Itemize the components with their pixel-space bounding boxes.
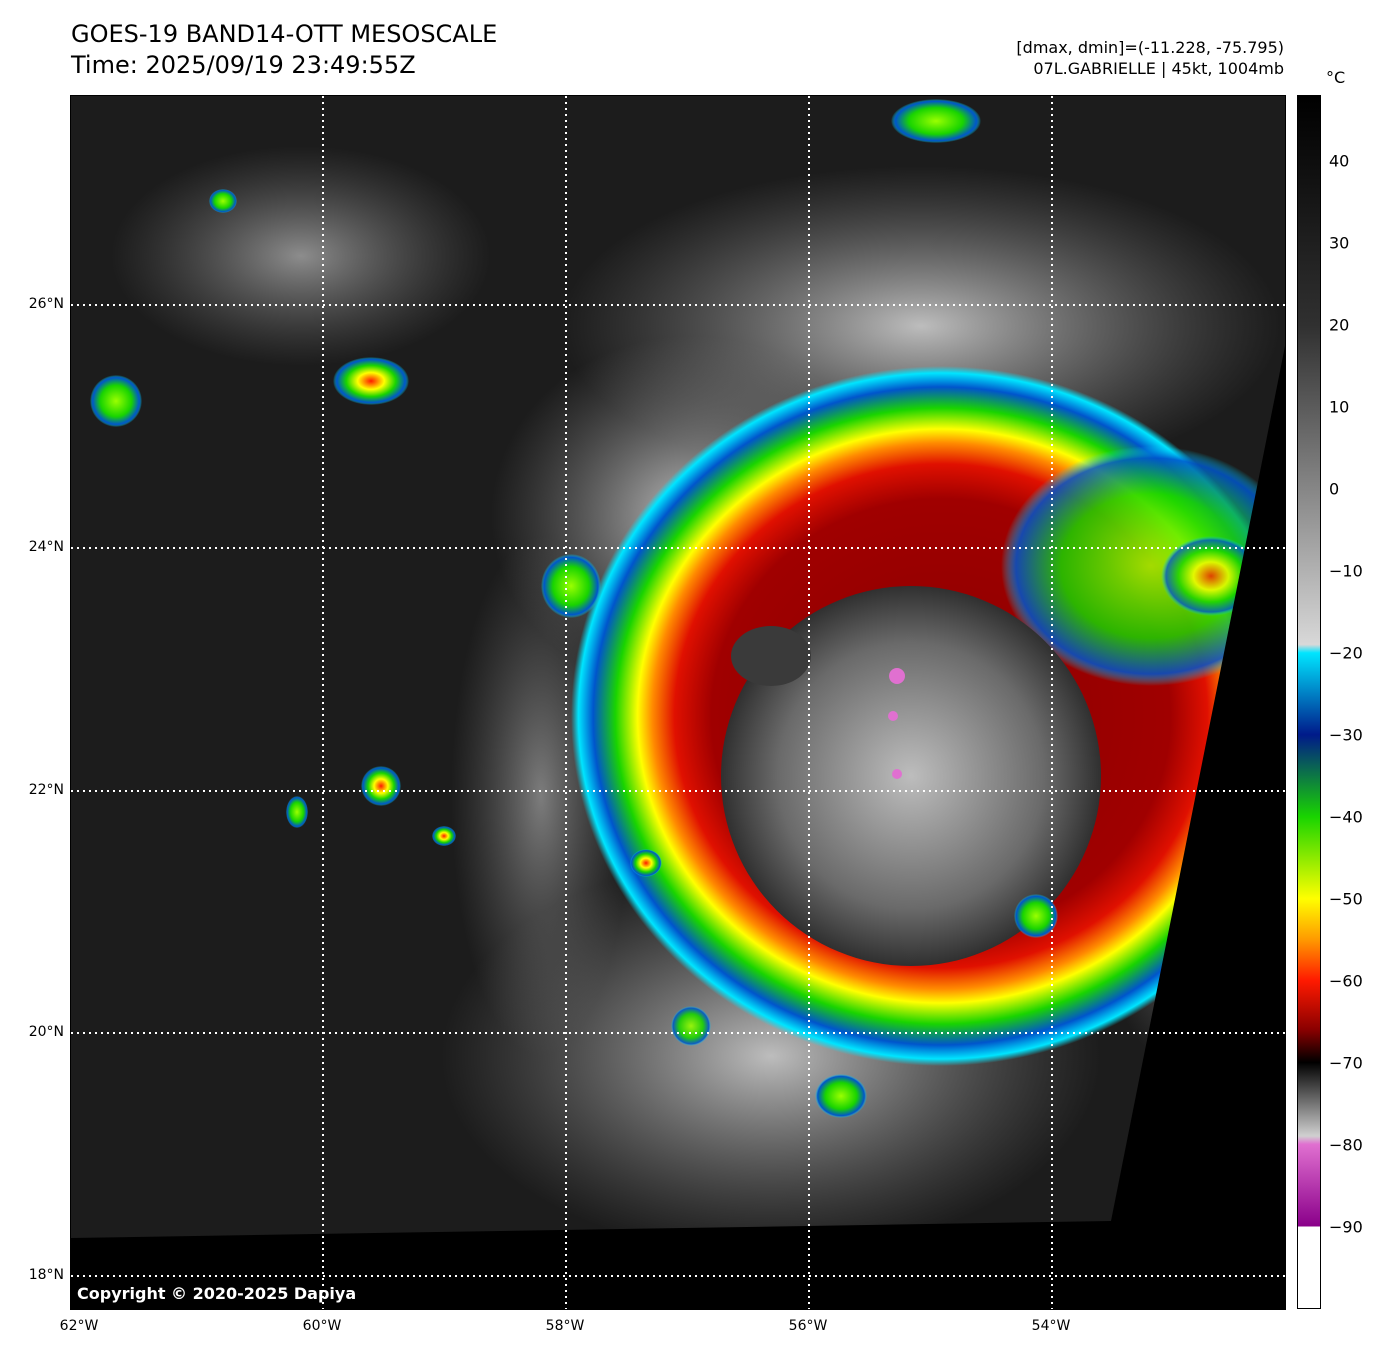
colorbar-tick-label: −10 (1329, 561, 1363, 581)
colorbar-unit: °C (1326, 68, 1346, 87)
lat-label-22n: 22°N (28, 782, 64, 798)
lat-label-18n: 18°N (28, 1267, 64, 1283)
colorbar-tick-label: 30 (1329, 233, 1350, 253)
convective-cells (90, 99, 1261, 1118)
colorbar-tick-label: −80 (1329, 1135, 1363, 1155)
colorbar-tick-label: 40 (1329, 151, 1350, 171)
lon-label-58w: 58°W (545, 1318, 585, 1334)
map-title: GOES-19 BAND14-OTT MESOSCALE (71, 20, 498, 48)
lon-label-60w: 60°W (302, 1318, 342, 1334)
colorbar-tick-label: −30 (1329, 725, 1363, 745)
lon-label-62w: 62°W (59, 1318, 99, 1334)
colorbar-tick-label: −40 (1329, 807, 1363, 827)
lat-label-26n: 26°N (28, 296, 64, 312)
no-data-region-south (71, 1221, 1111, 1309)
colorbar-tick-label: 20 (1329, 315, 1350, 335)
copyright-text: Copyright © 2020-2025 Dapiya (77, 1284, 357, 1303)
no-data-region-east (1111, 346, 1285, 1309)
lat-label-24n: 24°N (28, 539, 64, 555)
ir-imagery (71, 96, 1285, 1309)
storm-info-text: 07L.GABRIELLE | 45kt, 1004mb (1033, 59, 1284, 78)
satellite-image (70, 95, 1286, 1310)
overshooting-top (889, 668, 905, 684)
lon-label-56w: 56°W (788, 1318, 828, 1334)
colorbar-tick-label: −60 (1329, 971, 1363, 991)
colorbar-tick-label: −90 (1329, 1217, 1363, 1237)
temperature-range-text: [dmax, dmin]=(-11.228, -75.795) (1016, 38, 1284, 57)
colorbar-tick-label: 0 (1329, 479, 1340, 499)
lat-label-20n: 20°N (28, 1024, 64, 1040)
colorbar (1297, 95, 1321, 1309)
map-timestamp: Time: 2025/09/19 23:49:55Z (71, 51, 416, 79)
colorbar-tick-label: −70 (1329, 1053, 1363, 1073)
storm-cdo (571, 366, 1285, 1066)
colorbar-tick-label: −20 (1329, 643, 1363, 663)
graticule (71, 96, 1285, 1309)
colorbar-tick-label: −50 (1329, 889, 1363, 909)
colorbar-tick-label: 10 (1329, 397, 1350, 417)
lon-label-54w: 54°W (1031, 1318, 1071, 1334)
